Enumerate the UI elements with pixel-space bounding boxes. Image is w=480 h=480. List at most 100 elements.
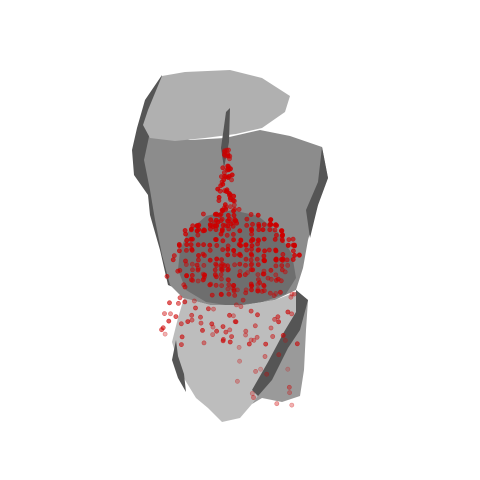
point-marker [286,237,292,242]
point-marker [184,273,189,279]
point-marker [242,272,248,278]
point-marker [244,247,250,253]
point-marker [189,272,195,278]
point-marker [201,274,207,280]
point-marker [261,222,267,227]
point-marker [222,149,228,155]
point-marker [250,267,256,273]
point-marker [237,261,243,267]
point-marker [177,295,183,301]
point-marker [252,323,258,329]
point-marker [218,211,224,217]
point-marker [220,338,226,344]
point-marker [220,207,226,213]
point-marker [261,258,267,263]
point-marker [273,247,278,253]
point-marker [213,274,219,280]
point-marker [207,257,213,263]
point-marker [278,228,284,234]
point-marker [190,267,195,273]
point-marker [207,222,213,227]
point-marker [255,286,261,292]
point-marker [226,291,232,297]
point-marker [226,282,232,288]
point-marker [195,257,201,263]
point-marker [249,283,255,289]
point-marker [256,221,262,227]
point-marker [262,354,268,359]
point-marker [193,305,198,311]
point-marker [167,300,172,306]
point-marker [291,291,297,297]
point-marker [258,366,263,372]
point-marker [209,292,215,298]
point-marker [236,206,242,212]
point-marker [234,378,240,384]
point-marker [170,257,176,263]
point-marker [200,211,206,217]
point-marker [280,332,286,338]
point-marker [183,258,188,264]
point-marker [229,177,234,183]
point-marker [268,267,274,273]
point-marker [246,341,252,347]
point-marker [218,272,224,278]
point-marker [280,238,285,243]
point-marker [282,269,288,275]
point-marker [248,238,254,244]
point-marker [229,172,235,178]
point-marker [261,253,267,259]
point-marker [232,292,238,298]
point-marker [224,189,230,195]
point-marker [214,243,220,248]
point-marker [249,243,255,249]
point-marker [230,198,236,203]
point-marker [248,308,254,314]
point-marker [255,272,261,277]
point-marker [188,277,194,283]
point-marker [176,242,182,247]
mesh-lower-left-shadow [172,340,186,392]
point-marker [266,247,272,253]
point-marker [218,218,224,223]
point-marker [162,311,167,316]
point-marker [198,314,203,320]
point-marker [195,232,201,238]
point-marker [182,299,188,305]
point-marker [178,342,184,347]
point-marker [291,242,297,248]
point-marker [237,358,242,364]
point-marker [200,228,206,234]
point-marker [219,227,225,232]
point-marker [243,242,249,248]
point-marker [251,395,256,400]
point-marker [243,256,249,262]
point-marker [285,262,291,268]
point-marker [207,247,213,253]
point-marker [194,223,200,229]
point-marker [237,272,243,278]
point-marker [214,256,220,262]
point-marker [263,341,269,347]
point-marker [231,208,236,214]
point-marker [219,283,224,288]
point-marker [259,288,265,294]
point-marker [175,268,181,274]
point-marker [287,390,292,396]
point-marker [237,269,243,274]
point-marker [220,165,226,171]
point-marker [272,227,278,233]
point-marker [296,252,302,258]
point-marker [229,285,235,291]
point-marker [253,368,258,374]
point-marker [268,325,274,331]
point-marker [233,302,239,308]
point-marker [219,257,224,263]
point-marker [168,311,173,317]
point-marker [240,297,246,303]
point-marker [273,256,279,262]
point-marker [289,311,295,317]
point-marker [209,321,215,327]
point-marker [220,247,226,252]
point-marker [234,287,240,293]
